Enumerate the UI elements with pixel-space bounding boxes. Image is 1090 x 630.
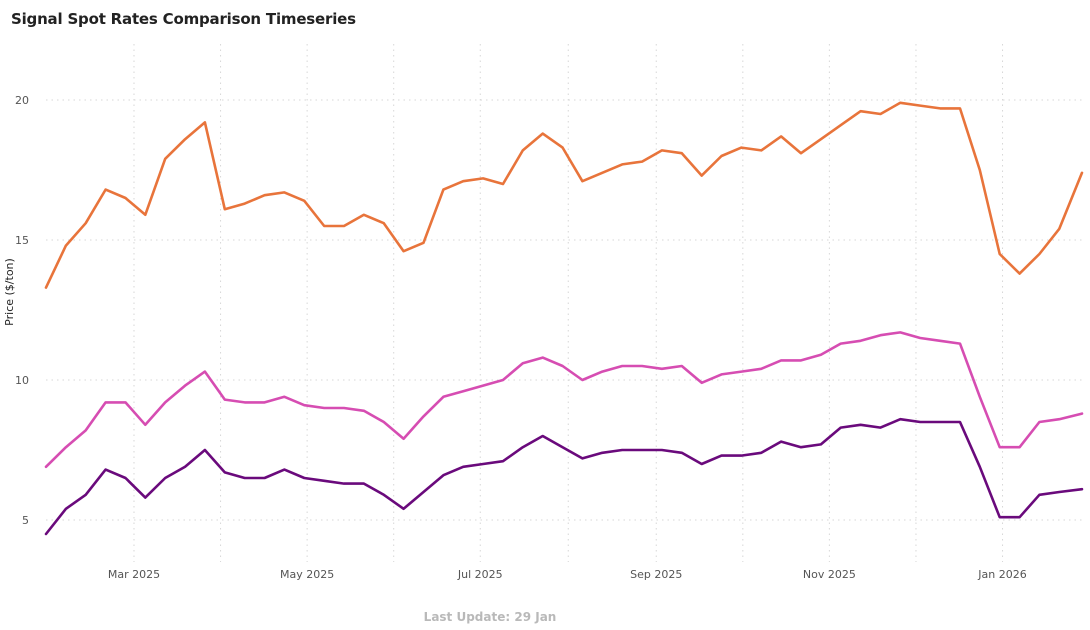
- y-axis-ticks: 5 10 15 20: [15, 94, 29, 527]
- series-lines: [44, 101, 1084, 536]
- last-update-label: Last Update: 29 Jan: [423, 610, 557, 624]
- y-tick-label: 15: [15, 234, 29, 247]
- grid: [46, 44, 1082, 562]
- y-tick-label: 20: [15, 94, 29, 107]
- y-tick-label: 5: [22, 514, 29, 527]
- series-line-1: [44, 101, 1084, 289]
- x-tick-label: May 2025: [280, 568, 334, 581]
- y-axis-title: Price ($/ton): [3, 258, 16, 326]
- series-line-2: [44, 331, 1084, 469]
- x-tick-label: Nov 2025: [803, 568, 856, 581]
- x-tick-label: Sep 2025: [630, 568, 682, 581]
- x-tick-label: Jul 2025: [457, 568, 503, 581]
- series-line-3: [44, 417, 1084, 536]
- y-tick-label: 10: [15, 374, 29, 387]
- x-tick-label: Jan 2026: [977, 568, 1026, 581]
- x-tick-label: Mar 2025: [108, 568, 160, 581]
- chart-title: Signal Spot Rates Comparison Timeseries: [11, 10, 356, 28]
- x-axis-ticks: Mar 2025 May 2025 Jul 2025 Sep 2025 Nov 2025…: [108, 568, 1027, 581]
